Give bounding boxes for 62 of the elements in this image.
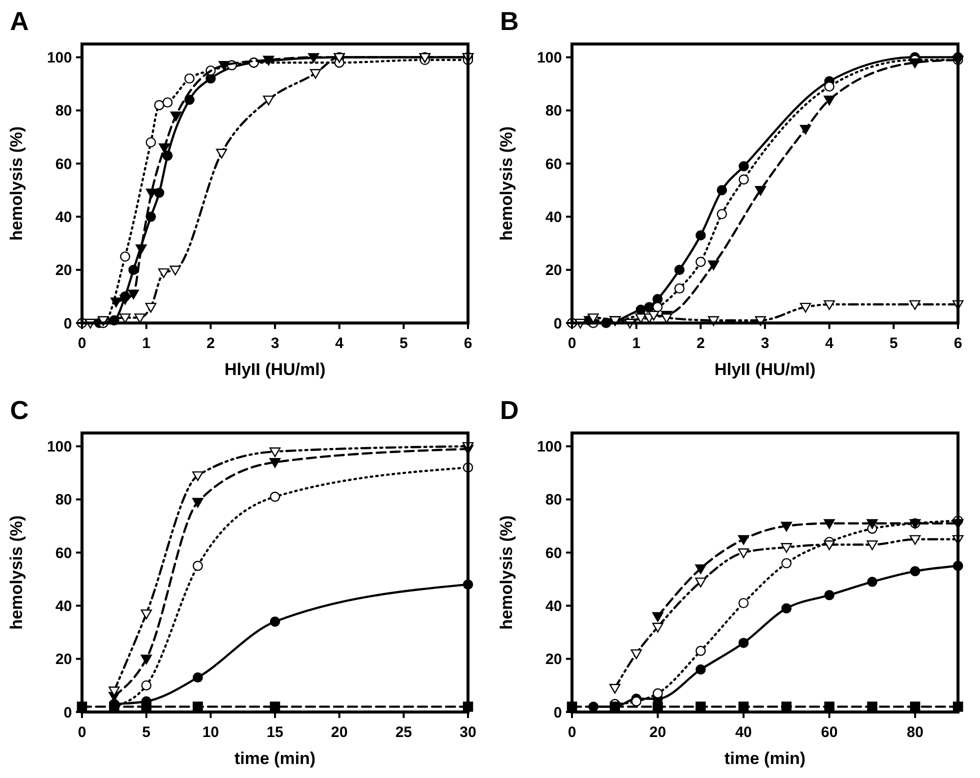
x-axis-title: time (min) bbox=[724, 749, 806, 768]
x-tick-label: 1 bbox=[632, 335, 641, 352]
y-tick-label: 20 bbox=[545, 651, 562, 668]
x-tick-label: 60 bbox=[820, 724, 838, 741]
y-tick-label: 100 bbox=[536, 438, 562, 456]
y-tick-label: 20 bbox=[545, 262, 562, 280]
x-tick-label: 25 bbox=[395, 724, 412, 741]
x-tick-label: 0 bbox=[568, 724, 576, 741]
y-tick-label: 0 bbox=[64, 704, 72, 722]
x-tick-label: 0 bbox=[78, 724, 86, 741]
y-tick-label: 60 bbox=[545, 156, 562, 173]
y-tick-label: 40 bbox=[55, 598, 72, 615]
x-tick-label: 20 bbox=[649, 724, 666, 741]
x-tick-label: 3 bbox=[270, 335, 280, 352]
y-tick-label: 20 bbox=[55, 651, 72, 668]
y-tick-label: 80 bbox=[545, 492, 562, 509]
y-tick-label: 0 bbox=[64, 315, 72, 332]
y-tick-label: 60 bbox=[55, 156, 72, 173]
x-axis-title: HlyII (HU/ml) bbox=[224, 360, 326, 379]
chart-title: B bbox=[500, 6, 519, 36]
x-tick-label: 0 bbox=[568, 335, 576, 352]
y-axis-title: hemolysis (%) bbox=[497, 126, 516, 241]
x-tick-label: 30 bbox=[460, 724, 476, 741]
y-tick-label: 40 bbox=[545, 598, 562, 615]
x-tick-label: 5 bbox=[142, 724, 151, 741]
y-tick-label: 100 bbox=[46, 438, 72, 456]
x-tick-label: 5 bbox=[399, 335, 408, 352]
x-tick-label: 40 bbox=[735, 724, 752, 741]
x-tick-label: 1 bbox=[142, 335, 151, 352]
y-tick-label: 80 bbox=[545, 102, 562, 120]
x-tick-label: 0 bbox=[78, 335, 86, 352]
y-tick-label: 100 bbox=[536, 50, 562, 67]
y-axis-title: hemolysis (%) bbox=[7, 515, 26, 630]
chart-title: D bbox=[500, 395, 519, 425]
y-tick-label: 0 bbox=[554, 315, 562, 332]
y-tick-label: 80 bbox=[55, 492, 72, 509]
x-tick-label: 10 bbox=[202, 724, 220, 741]
y-tick-label: 80 bbox=[55, 102, 72, 120]
y-tick-label: 100 bbox=[46, 50, 72, 67]
x-tick-label: 3 bbox=[760, 335, 770, 352]
x-tick-label: 5 bbox=[889, 335, 898, 352]
x-tick-label: 15 bbox=[266, 724, 284, 741]
y-tick-label: 20 bbox=[55, 262, 72, 280]
y-tick-label: 0 bbox=[554, 704, 562, 722]
x-tick-label: 2 bbox=[206, 335, 215, 352]
chart-title: C bbox=[10, 395, 29, 425]
y-tick-label: 60 bbox=[55, 544, 72, 562]
x-tick-label: 6 bbox=[954, 335, 962, 352]
y-tick-label: 40 bbox=[55, 208, 72, 226]
x-axis-title: HlyII (HU/ml) bbox=[714, 360, 816, 379]
x-tick-label: 4 bbox=[825, 335, 834, 352]
x-axis-title: time (min) bbox=[234, 749, 316, 768]
y-axis-title: hemolysis (%) bbox=[497, 515, 516, 630]
y-tick-label: 60 bbox=[545, 544, 562, 562]
x-tick-label: 4 bbox=[335, 335, 344, 352]
y-tick-label: 40 bbox=[545, 208, 562, 226]
x-tick-label: 2 bbox=[696, 335, 705, 352]
x-tick-label: 20 bbox=[330, 724, 348, 741]
y-axis-title: hemolysis (%) bbox=[7, 126, 26, 241]
chart-title: A bbox=[10, 6, 29, 36]
x-tick-label: 6 bbox=[464, 335, 472, 352]
x-tick-label: 80 bbox=[906, 724, 924, 741]
